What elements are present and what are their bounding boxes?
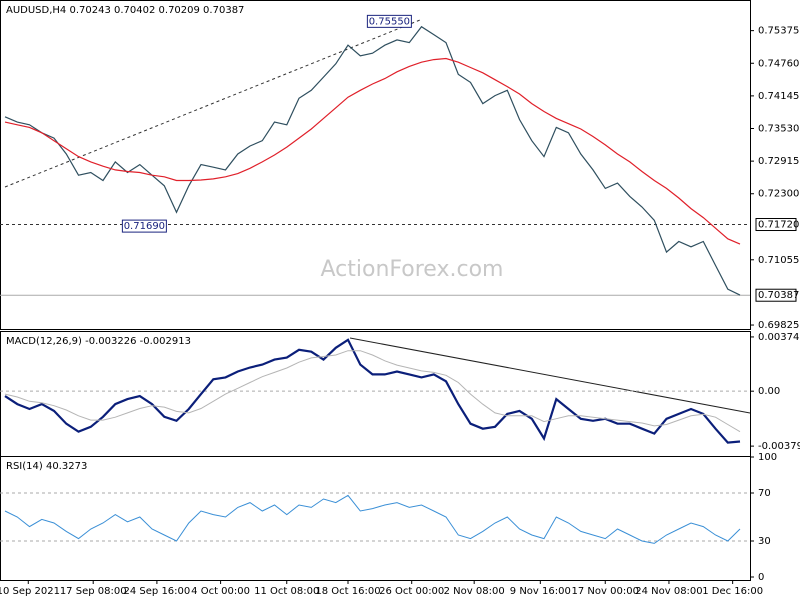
y-tick-label: 0.71055 xyxy=(758,255,799,266)
series-line xyxy=(4,350,741,433)
level-label: 0.70387 xyxy=(758,290,799,301)
x-tick-label: 10 Sep 2021 xyxy=(0,586,60,597)
x-tick-label: 9 Nov 16:00 xyxy=(510,586,571,597)
y-tick-label: 0.74145 xyxy=(758,91,799,102)
panel-frame xyxy=(0,0,751,330)
x-tick-label: 18 Oct 16:00 xyxy=(315,586,380,597)
annotation-box xyxy=(366,14,412,28)
level-label-box xyxy=(755,218,797,232)
annotation-box xyxy=(121,219,167,233)
x-tick-label: 24 Sep 16:00 xyxy=(124,586,191,597)
x-tick-label: 26 Oct 00:00 xyxy=(379,586,444,597)
y-tick-label: 0.69825 xyxy=(758,320,799,331)
panel-title: AUDUSD,H4 0.70243 0.70402 0.70209 0.7038… xyxy=(6,5,244,16)
panel-frame xyxy=(0,456,751,581)
x-tick-label: 17 Nov 00:00 xyxy=(572,586,639,597)
series-line xyxy=(4,57,741,245)
annotation-label: 0.71690 xyxy=(124,221,165,232)
x-tick-label: 17 Sep 08:00 xyxy=(60,586,127,597)
panel-title: MACD(12,26,9) -0.003226 -0.002913 xyxy=(6,336,191,347)
y-tick-label: 0.74760 xyxy=(758,58,799,69)
y-tick-label: 0.73530 xyxy=(758,124,799,135)
panel-title: RSI(14) 40.3273 xyxy=(6,461,87,472)
series-line xyxy=(4,338,741,444)
y-tick-label: 100 xyxy=(758,452,777,463)
x-tick-label: 4 Oct 00:00 xyxy=(191,586,250,597)
watermark: ActionForex.com xyxy=(321,257,504,282)
y-tick-label: 30 xyxy=(758,536,771,547)
x-tick-label: 11 Oct 08:00 xyxy=(254,586,319,597)
macd-trend-line xyxy=(349,337,751,414)
series-line xyxy=(4,25,741,296)
level-label: 0.71720 xyxy=(758,220,799,231)
annotation-label: 0.75550 xyxy=(369,16,410,27)
y-tick-label: 0.75375 xyxy=(758,26,799,37)
y-tick-label: 70 xyxy=(758,488,771,499)
y-tick-label: 0.72300 xyxy=(758,189,799,200)
y-tick-label: 0 xyxy=(758,572,764,583)
x-tick-label: 2 Nov 08:00 xyxy=(444,586,505,597)
y-tick-label: 0.72915 xyxy=(758,156,799,167)
y-tick-label: 0.003749 xyxy=(758,332,800,343)
series-line xyxy=(4,494,741,544)
x-tick-label: 24 Nov 08:00 xyxy=(635,586,702,597)
x-tick-label: 1 Dec 16:00 xyxy=(702,586,763,597)
y-tick-label: 0.00 xyxy=(758,386,780,397)
y-tick-label: -0.003796 xyxy=(758,441,800,452)
level-label-box xyxy=(755,288,797,302)
